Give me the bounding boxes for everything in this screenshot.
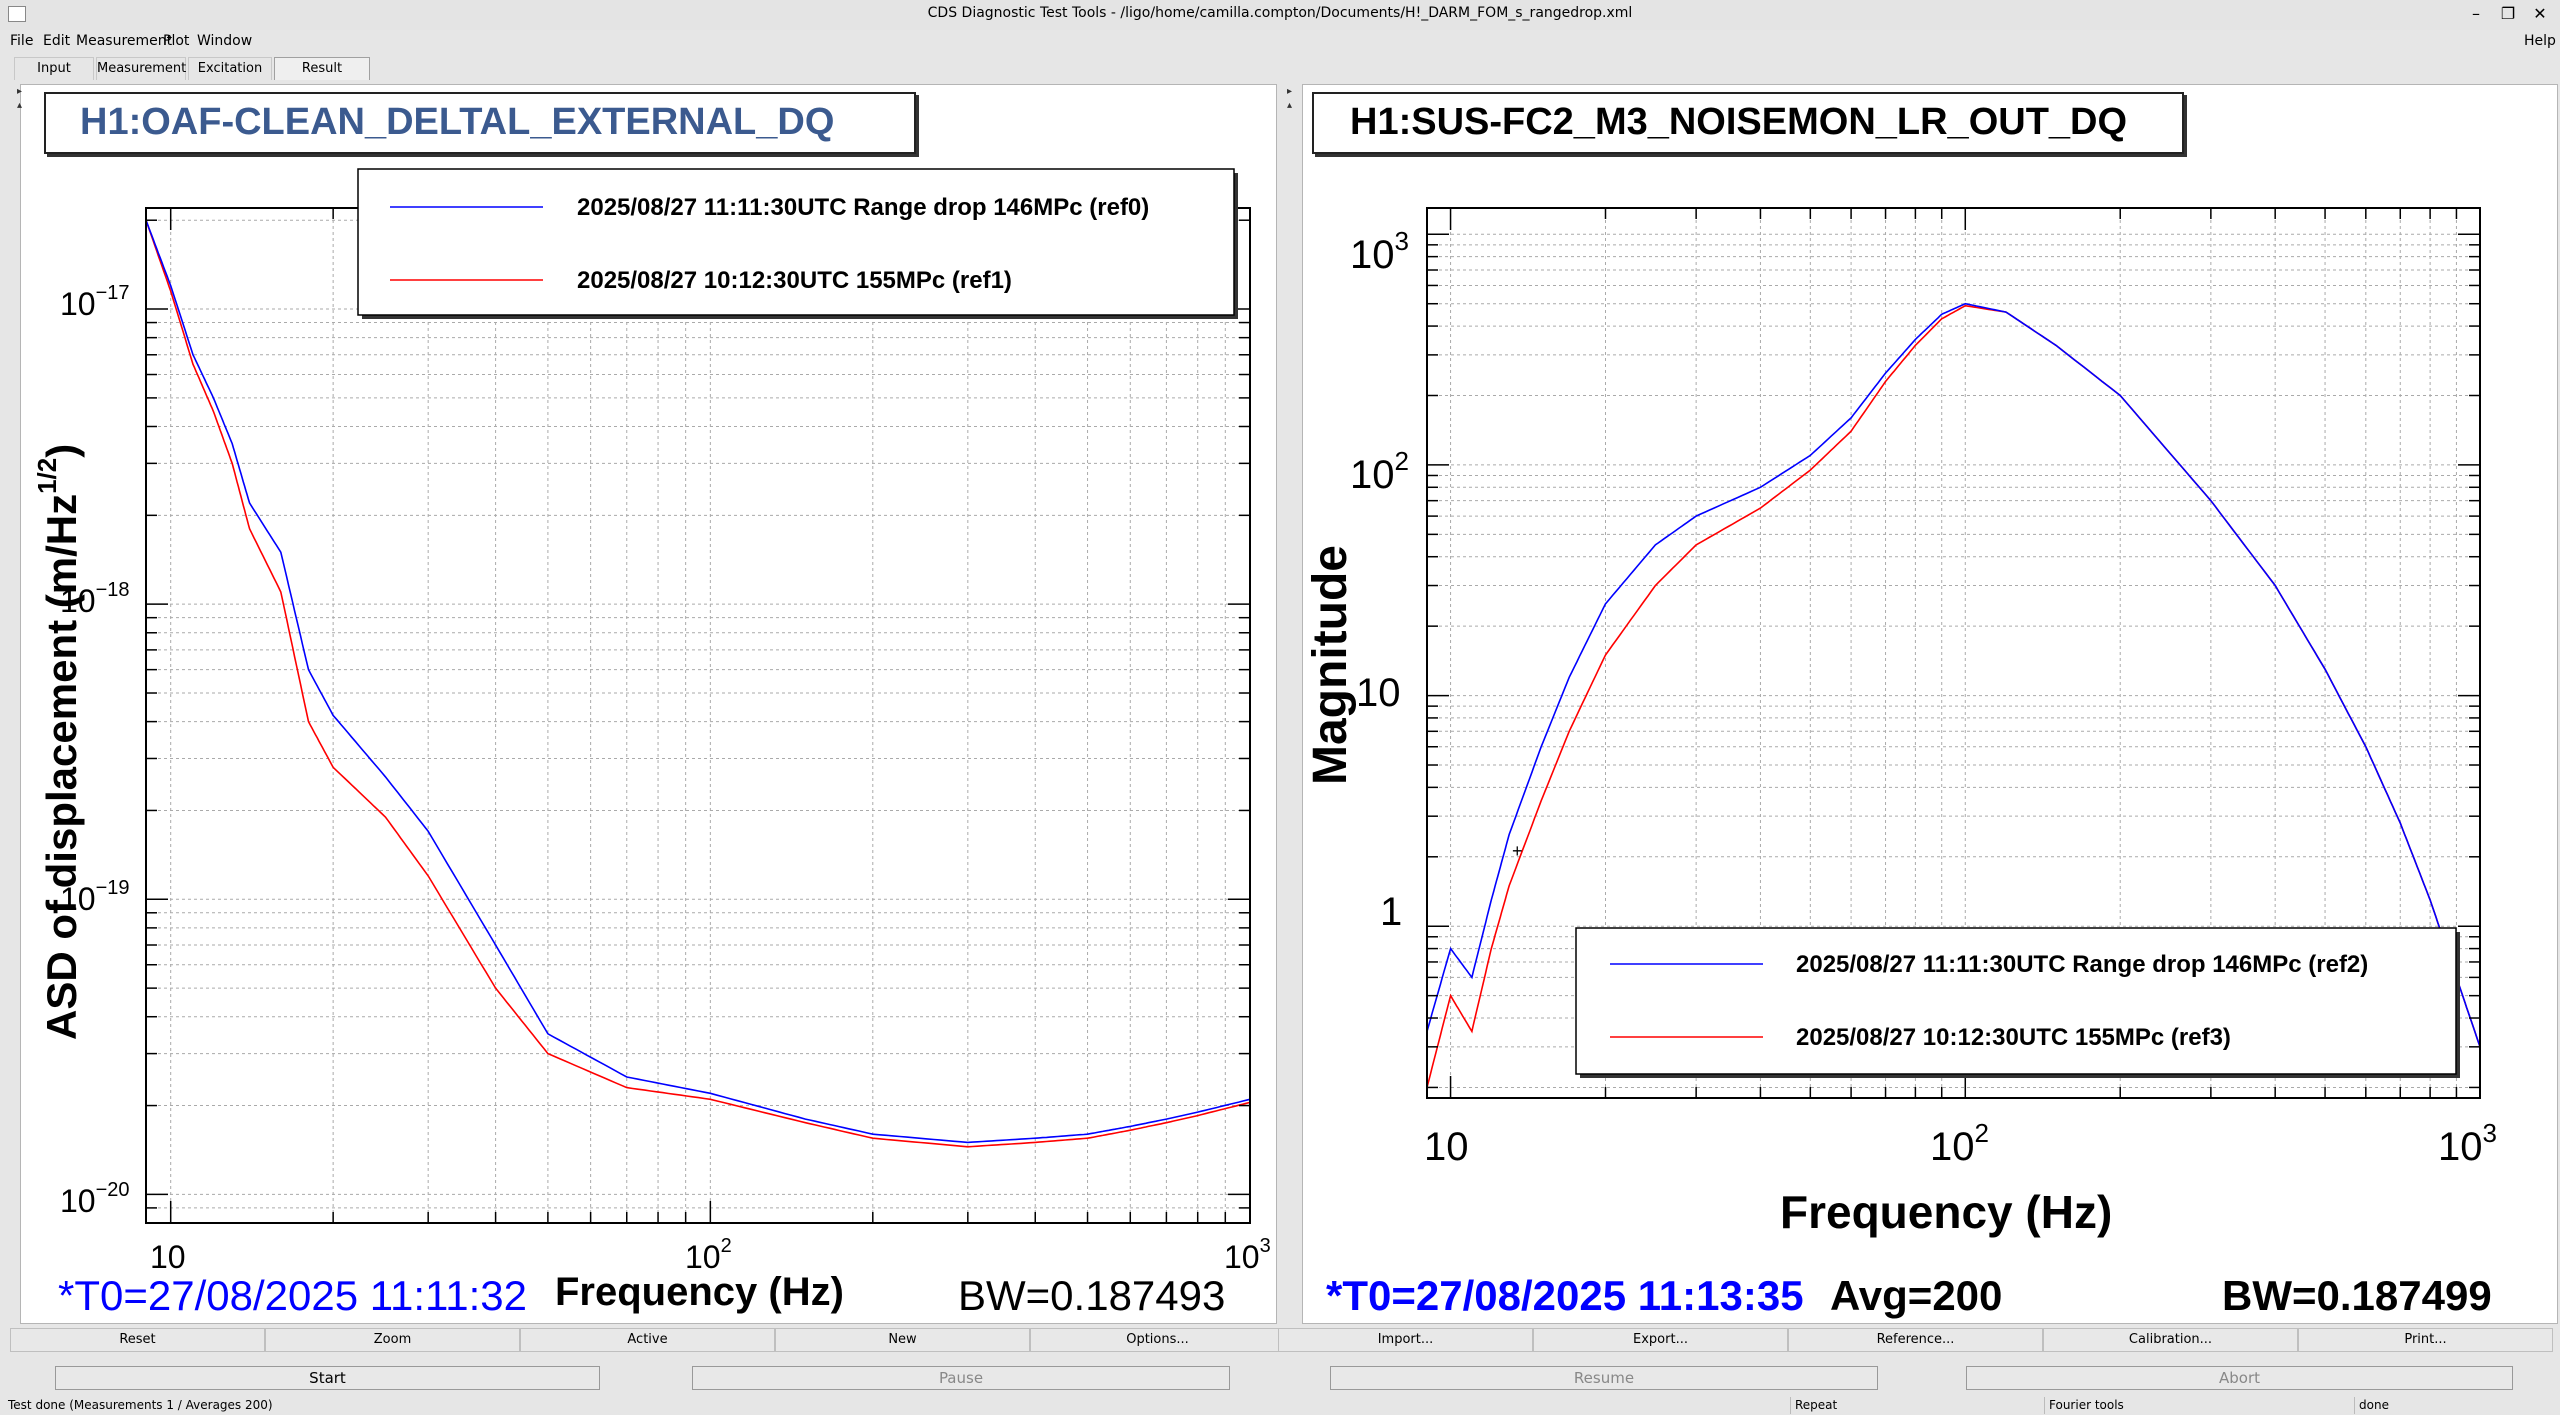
- menu-window[interactable]: Window: [197, 33, 253, 49]
- right-channel-title: H1:SUS-FC2_M3_NOISEMON_LR_OUT_DQ: [1312, 92, 2184, 154]
- zoom-button[interactable]: Zoom: [265, 1328, 520, 1352]
- window-title: CDS Diagnostic Test Tools - /ligo/home/c…: [927, 5, 1633, 21]
- measurement-control-row: Start Pause Resume Abort: [0, 1366, 2560, 1392]
- status-bar: Test done (Measurements 1 / Averages 200…: [0, 1396, 2560, 1415]
- plot-button-row: Reset Zoom Active New Options... Import.…: [0, 1328, 2560, 1352]
- minimize-icon[interactable]: –: [2472, 4, 2480, 23]
- reset-button[interactable]: Reset: [10, 1328, 265, 1352]
- left-t0-label: *T0=27/08/2025 11:11:32: [58, 1272, 527, 1319]
- left-panel-expand-icon[interactable]: ▸: [17, 86, 23, 97]
- y-tick-1: 1: [1380, 890, 1402, 934]
- x-tick-100: 102: [685, 1235, 732, 1275]
- series-line: [145, 219, 1251, 1144]
- y-tick-1e-17: 10−17: [60, 282, 130, 322]
- new-button[interactable]: New: [775, 1328, 1030, 1352]
- y-tick-100: 102: [1350, 446, 1409, 497]
- close-icon[interactable]: ✕: [2533, 4, 2547, 23]
- y-tick-10: 10: [1356, 671, 1401, 715]
- right-panel-expand-icon[interactable]: ▸: [1287, 86, 1293, 97]
- cursor-crosshair: +: [1512, 841, 1523, 861]
- x-tick-1000-r: 103: [2438, 1118, 2497, 1169]
- start-button[interactable]: Start: [55, 1366, 600, 1390]
- series-line: [145, 219, 1251, 1148]
- series-line: [1426, 302, 2481, 1048]
- right-plot-frame: [1426, 207, 2481, 1099]
- abort-button[interactable]: Abort: [1966, 1366, 2513, 1390]
- legend-label-ref1: 2025/08/27 10:12:30UTC 155MPc (ref1): [577, 267, 1012, 294]
- x-tick-100-r: 102: [1930, 1118, 1989, 1169]
- x-tick-10: 10: [150, 1239, 186, 1275]
- tab-bar: Input Measurement Excitation Result: [0, 55, 2560, 81]
- right-x-axis-label: Frequency (Hz): [1780, 1186, 2112, 1238]
- left-bw-label: BW=0.187493: [958, 1272, 1225, 1319]
- left-x-axis-label: Frequency (Hz): [555, 1270, 844, 1314]
- legend-label-ref3: 2025/08/27 10:12:30UTC 155MPc (ref3): [1796, 1024, 2231, 1051]
- x-tick-10-r: 10: [1424, 1125, 1469, 1169]
- right-magnitude-chart: 103 102 10 1 10 102 103 Magnitude Freque…: [1304, 207, 2497, 1319]
- right-t0-label: *T0=27/08/2025 11:13:35: [1326, 1272, 1804, 1319]
- menu-edit[interactable]: Edit: [43, 33, 71, 49]
- active-button[interactable]: Active: [520, 1328, 775, 1352]
- y-tick-1e-18: 10−18: [60, 579, 130, 619]
- status-repeat: Repeat: [1790, 1397, 2045, 1414]
- menu-measurement[interactable]: Measurement: [76, 33, 173, 49]
- right-y-axis-label: Magnitude: [1304, 545, 1357, 785]
- reference-button[interactable]: Reference...: [1788, 1328, 2043, 1352]
- left-asd-chart: 10−17 10−18 10−19 10−20 10 102 103 ASD o…: [32, 168, 1271, 1319]
- tab-input[interactable]: Input: [14, 57, 94, 80]
- menu-file[interactable]: File: [10, 33, 34, 49]
- tab-result[interactable]: Result: [274, 57, 370, 80]
- print-button[interactable]: Print...: [2298, 1328, 2553, 1352]
- y-tick-1000: 103: [1350, 226, 1409, 277]
- left-panel-collapse-icon[interactable]: ▴: [17, 100, 23, 111]
- y-tick-1e-19: 10−19: [60, 877, 130, 917]
- tab-measurement[interactable]: Measurement: [96, 57, 186, 80]
- left-y-axis-label: ASD of displacement (m/Hz1/2): [32, 444, 85, 1040]
- restore-icon[interactable]: ❐: [2500, 4, 2516, 23]
- legend-label-ref2: 2025/08/27 11:11:30UTC Range drop 146MPc…: [1796, 951, 2368, 978]
- options-button[interactable]: Options...: [1030, 1328, 1285, 1352]
- resume-button[interactable]: Resume: [1330, 1366, 1878, 1390]
- right-panel-collapse-icon[interactable]: ▴: [1287, 100, 1293, 111]
- right-legend: 2025/08/27 11:11:30UTC Range drop 146MPc…: [1575, 927, 2460, 1078]
- right-bw-label: BW=0.187499: [2222, 1272, 2492, 1319]
- right-plot-panel[interactable]: [1302, 84, 2558, 1324]
- import-button[interactable]: Import...: [1278, 1328, 1533, 1352]
- right-avg-label: Avg=200: [1830, 1272, 2002, 1319]
- x-tick-1000: 103: [1224, 1235, 1271, 1275]
- app-icon: [8, 6, 26, 22]
- status-main: Test done (Measurements 1 / Averages 200…: [8, 1398, 273, 1412]
- menu-bar: File Edit Measurement Plot Window Help: [0, 30, 2560, 54]
- menu-help[interactable]: Help: [2524, 33, 2556, 49]
- status-fourier: Fourier tools: [2044, 1397, 2354, 1414]
- left-plot-frame: [145, 207, 1251, 1224]
- export-button[interactable]: Export...: [1533, 1328, 1788, 1352]
- y-tick-1e-20: 10−20: [60, 1179, 130, 1219]
- left-channel-title: H1:OAF-CLEAN_DELTAL_EXTERNAL_DQ: [44, 92, 916, 154]
- calibration-button[interactable]: Calibration...: [2043, 1328, 2298, 1352]
- tab-excitation[interactable]: Excitation: [188, 57, 272, 80]
- pause-button[interactable]: Pause: [692, 1366, 1230, 1390]
- legend-label-ref0: 2025/08/27 11:11:30UTC Range drop 146MPc…: [577, 194, 1149, 221]
- status-done: done: [2354, 1397, 2559, 1414]
- left-legend: 2025/08/27 11:11:30UTC Range drop 146MPc…: [357, 168, 1238, 319]
- menu-plot[interactable]: Plot: [163, 33, 190, 49]
